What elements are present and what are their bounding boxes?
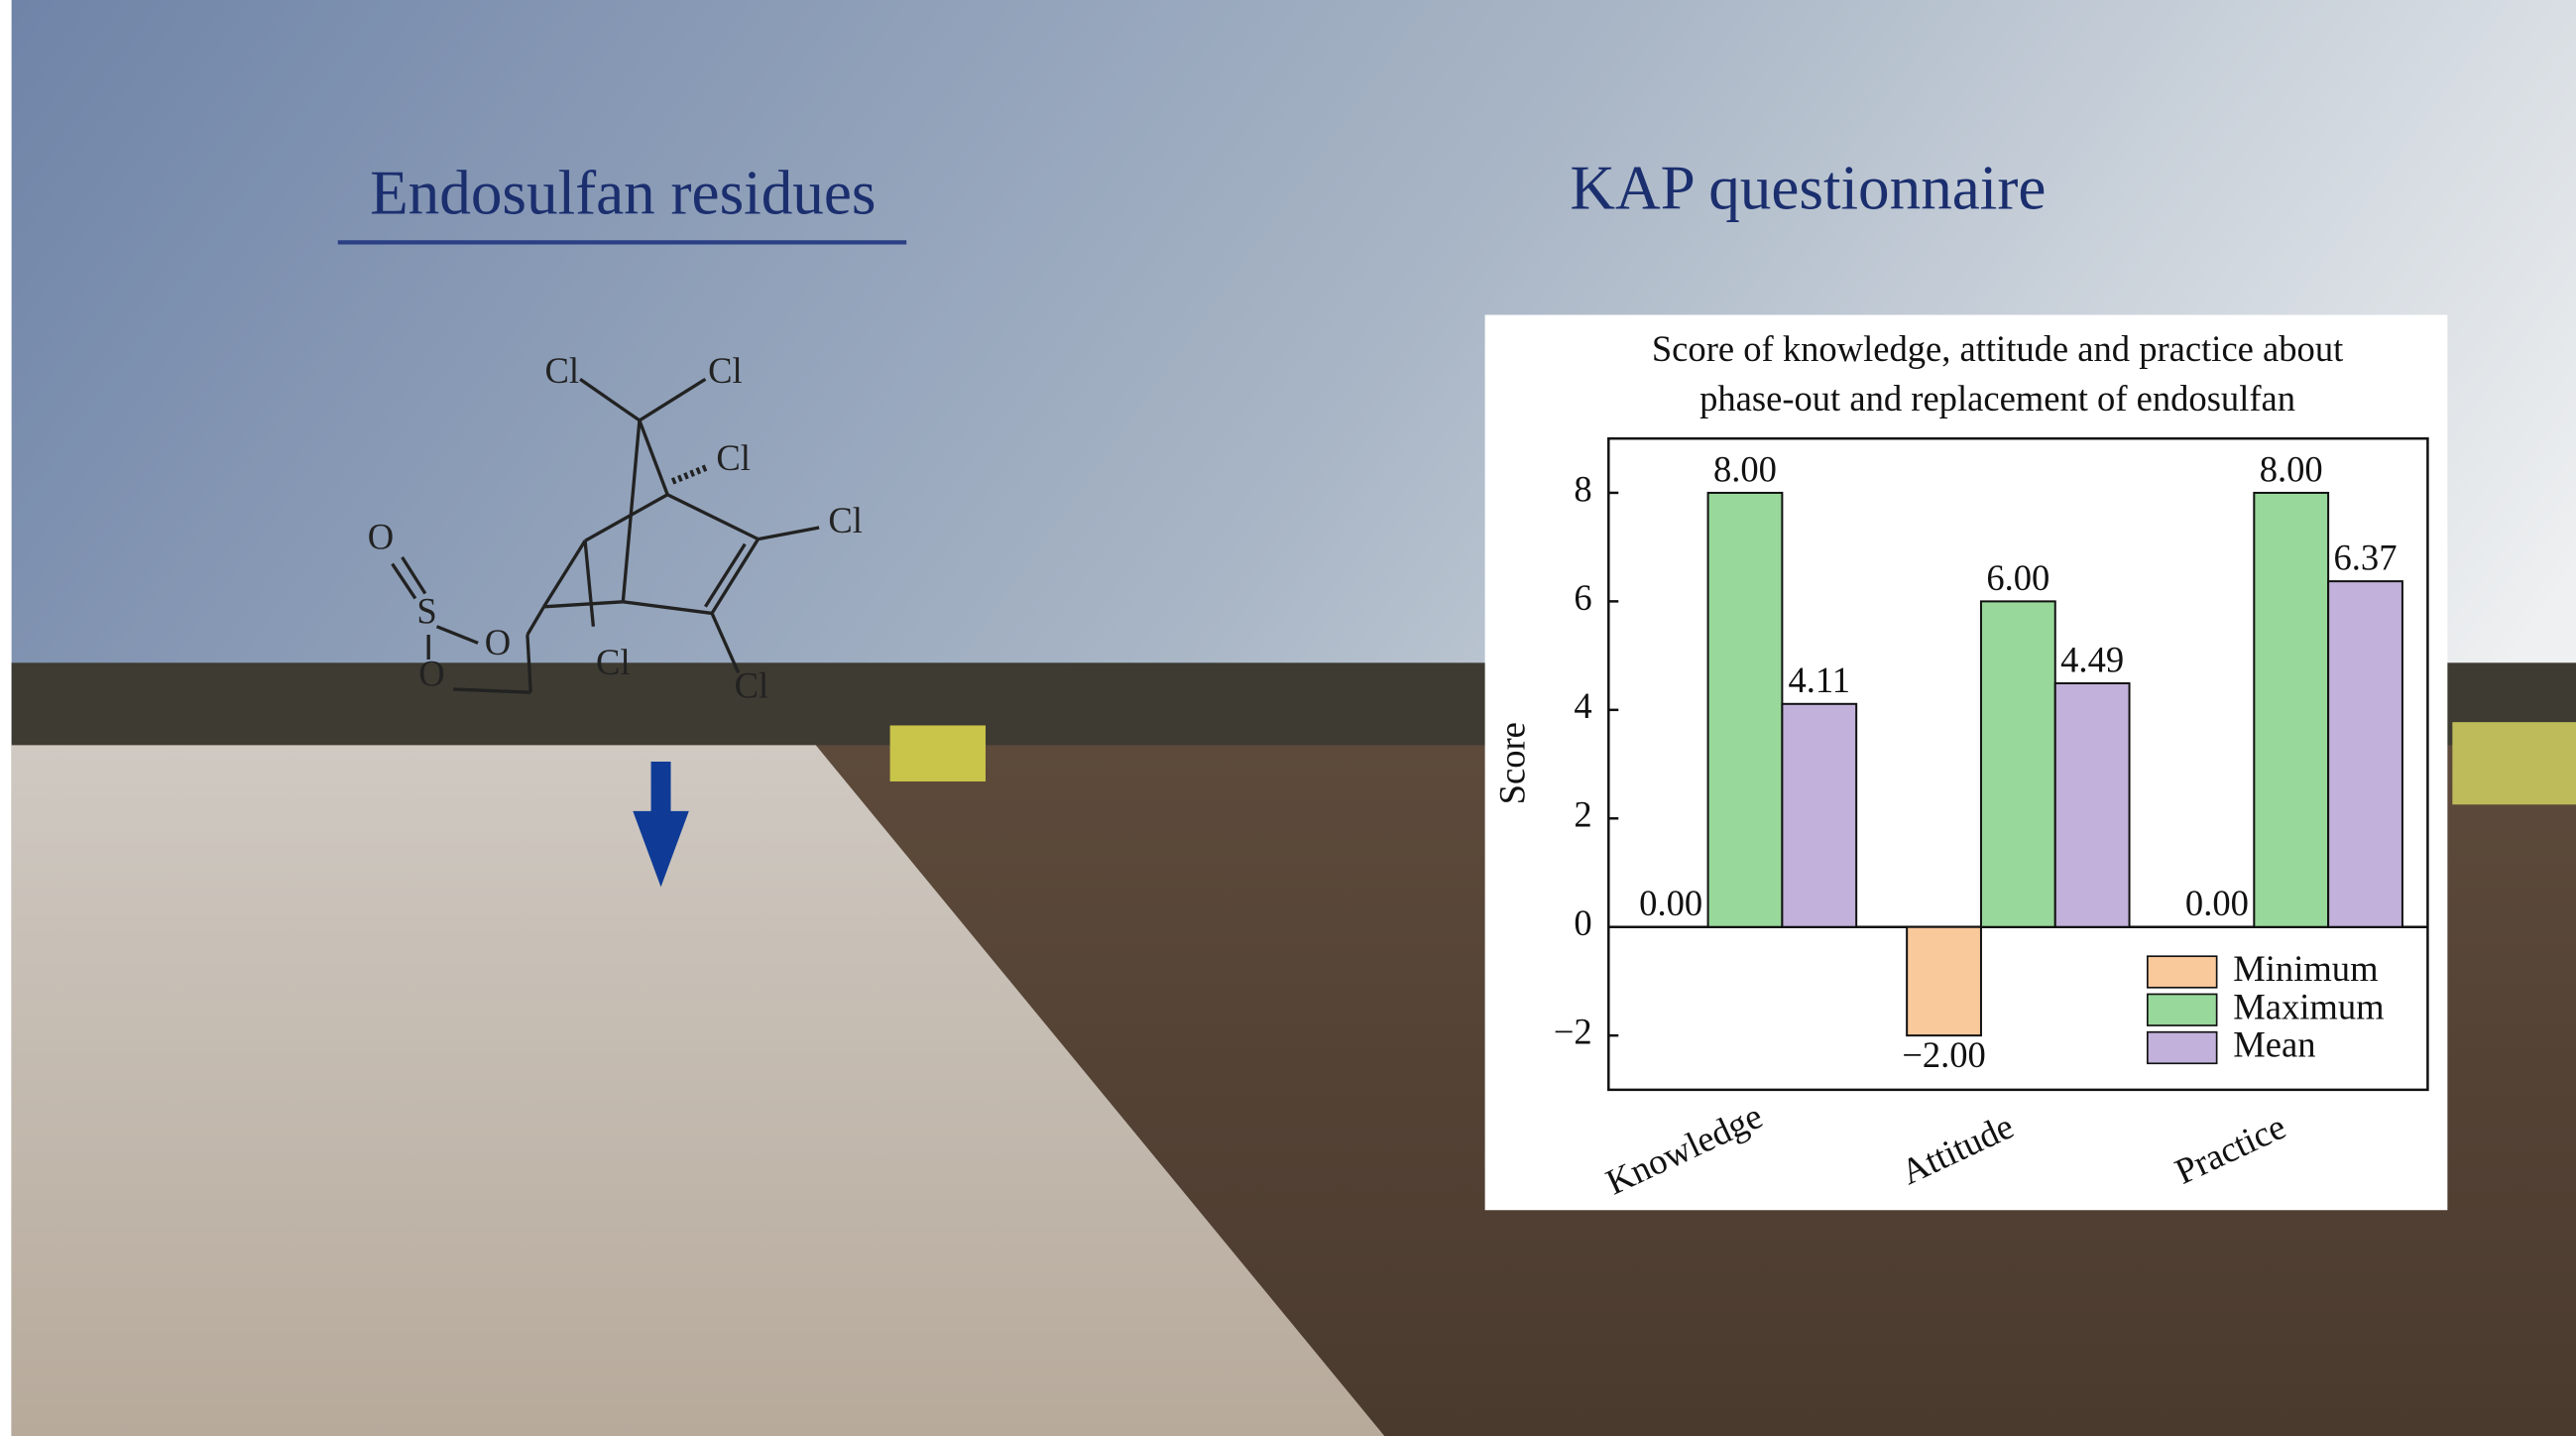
atom-label: Cl [596, 642, 631, 682]
bar [1706, 491, 1784, 928]
y-tick-label: 6 [1574, 577, 1591, 618]
value-label: 6.00 [1986, 557, 2049, 598]
atom-label: Cl [545, 350, 580, 391]
atom-label: Cl [708, 350, 743, 391]
value-label: 0.00 [2185, 883, 2249, 923]
atom-label: Cl [828, 500, 863, 540]
bar [1781, 702, 1858, 928]
value-label: 8.00 [2260, 448, 2323, 489]
bar [1906, 925, 1982, 1037]
legend-label: Maximum [2233, 986, 2384, 1026]
y-axis-label: Score [1492, 722, 1533, 804]
value-label: 8.00 [1713, 448, 1777, 489]
value-label: 4.49 [2060, 639, 2124, 679]
y-tick-label: 0 [1574, 902, 1591, 943]
value-label: 4.11 [1788, 659, 1850, 700]
plot-frame [1607, 436, 2429, 1092]
molecule-bonds [391, 377, 820, 694]
value-label: −2.00 [1902, 1034, 1986, 1075]
bale [2452, 722, 2576, 805]
y-tick-label: 2 [1574, 794, 1591, 835]
value-label: 0.00 [1639, 883, 1702, 923]
down-arrow [633, 762, 689, 888]
atom-label: O [418, 654, 444, 694]
bar [2253, 491, 2330, 928]
legend-swatch [2147, 1030, 2218, 1065]
cotton-rows [11, 745, 1385, 1436]
bar [2327, 580, 2403, 928]
y-tick-label: 8 [1574, 468, 1591, 509]
atom-label: S [416, 590, 436, 631]
legend-label: Minimum [2233, 948, 2378, 989]
y-tick-label: 4 [1574, 685, 1591, 726]
value-label: 6.37 [2334, 538, 2398, 578]
legend-swatch [2147, 955, 2218, 989]
atom-label: Cl [735, 664, 769, 705]
atom-label: O [368, 517, 394, 557]
legend-swatch [2147, 993, 2218, 1026]
heading: KAP questionnaire [1570, 154, 2046, 223]
chart-title: phase-out and replacement of endosulfan [1699, 378, 2295, 419]
atom-label: Cl [716, 437, 751, 478]
y-tick-label: −2 [1554, 1012, 1592, 1052]
legend-label: Mean [2233, 1024, 2315, 1065]
bar [1979, 600, 2056, 928]
bale [889, 725, 986, 782]
chart-title: Score of knowledge, attitude and practic… [1652, 328, 2343, 369]
heading: Endosulfan residues [370, 159, 876, 228]
atom-label: O [485, 622, 511, 662]
bar [2053, 682, 2131, 928]
